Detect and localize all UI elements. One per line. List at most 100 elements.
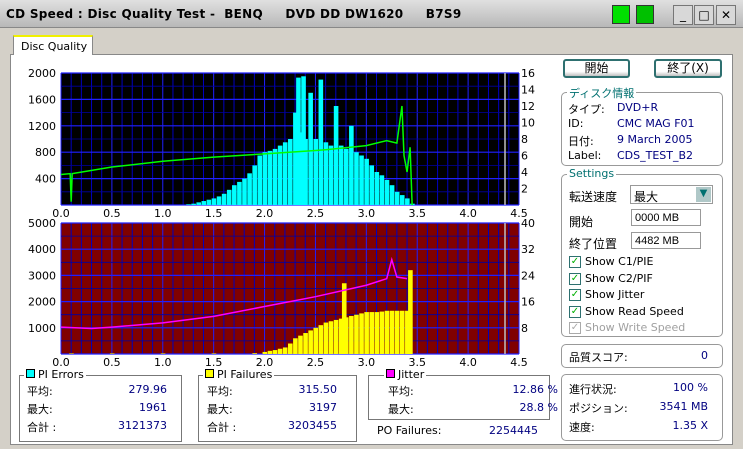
y2-tick-label: 4 <box>521 166 528 179</box>
title-bar: CD Speed : Disc Quality Test - BENQ DVD … <box>0 0 743 28</box>
bar <box>242 178 247 205</box>
bar <box>349 316 354 354</box>
y2-tick-label: 2 <box>521 183 528 196</box>
disc-info-value: CDS_TEST_B2 <box>617 149 694 162</box>
start-pos-input[interactable] <box>631 209 701 226</box>
x-tick-label: 1.0 <box>154 207 172 220</box>
checkbox[interactable]: ✓ <box>569 272 581 285</box>
bar <box>272 350 278 354</box>
bar <box>379 175 385 205</box>
bar <box>267 150 273 205</box>
bar <box>343 148 349 205</box>
bar <box>354 314 359 354</box>
pi_failures-max-label: 最大: <box>207 403 233 416</box>
copy-icon[interactable] <box>612 5 630 24</box>
chevron-down-icon[interactable]: ▼ <box>696 187 711 202</box>
y2-tick-label: 10 <box>521 117 535 130</box>
pi_failures-total-value: 3203455 <box>288 419 337 432</box>
exit-button[interactable]: 終了(X) <box>654 59 722 78</box>
pi_failures-max-value: 3197 <box>309 401 337 414</box>
close-button[interactable]: ✕ <box>716 5 736 25</box>
y-tick-label: 1000 <box>28 322 56 335</box>
bar <box>389 310 395 354</box>
progress-label: ポジション: <box>569 402 628 415</box>
checkbox[interactable]: ✓ <box>569 322 581 334</box>
y2-tick-label: 32 <box>521 243 535 256</box>
bar <box>328 321 334 354</box>
checkbox[interactable]: ✓ <box>569 256 581 268</box>
pi_errors-total-label: 合計 : <box>27 421 57 434</box>
bar <box>282 142 288 205</box>
series-line <box>60 105 413 206</box>
jitter-title-text: Jitter <box>398 368 425 381</box>
x-tick-label: 3.0 <box>358 207 376 220</box>
y-tick-label: 4000 <box>28 243 56 256</box>
bar <box>384 310 390 354</box>
jitter-avg-value: 12.86 % <box>512 383 558 396</box>
y2-tick-label: 40 <box>521 217 535 230</box>
speed-select[interactable]: 最大 ▼ <box>630 185 713 204</box>
progress-value: 3541 MB <box>659 400 708 413</box>
bar <box>288 343 293 354</box>
x-tick-label: 4.5 <box>510 207 528 220</box>
end-pos-input[interactable] <box>631 232 701 249</box>
bar <box>359 313 364 354</box>
start-button[interactable]: 開始 <box>563 59 630 78</box>
pi-failures-title: PI Failures <box>203 368 275 381</box>
y-tick-label: 2000 <box>28 296 56 309</box>
y-tick-label: 5000 <box>28 217 56 230</box>
bar <box>333 106 339 205</box>
bar <box>277 145 283 205</box>
start-pos-label: 開始 <box>569 215 594 229</box>
progress-label: 速度: <box>569 421 595 434</box>
bar <box>323 142 329 205</box>
pi_failures-total-label: 合計 : <box>207 421 237 434</box>
bar <box>298 132 303 205</box>
y2-tick-label: 16 <box>521 67 535 80</box>
window-title: CD Speed : Disc Quality Test - BENQ DVD … <box>6 7 462 21</box>
bar <box>338 318 344 354</box>
disc-info-value: 9 March 2005 <box>617 133 693 146</box>
bar <box>359 155 364 205</box>
bar <box>196 202 201 205</box>
bar <box>303 333 308 354</box>
minimize-button[interactable]: _ <box>673 5 693 25</box>
x-tick-label: 2.5 <box>307 207 325 220</box>
bar <box>109 353 115 354</box>
quality-score-group <box>561 344 723 368</box>
jitter-avg-label: 平均: <box>388 385 414 398</box>
save-icon[interactable] <box>636 5 654 24</box>
bar <box>252 353 257 354</box>
checkbox[interactable]: ✓ <box>569 289 581 301</box>
maximize-button[interactable]: □ <box>694 5 714 25</box>
bar <box>394 310 400 354</box>
pi-failures-group <box>198 375 357 442</box>
pi-errors-group <box>19 375 182 442</box>
bar <box>308 330 313 354</box>
bar <box>308 92 313 205</box>
bar <box>277 348 283 354</box>
bar <box>226 189 232 205</box>
x-tick-label: 3.5 <box>408 356 426 369</box>
tab-disc-quality[interactable]: Disc Quality <box>13 35 93 55</box>
bar <box>160 353 166 354</box>
pi-failures-title-text: PI Failures <box>217 368 273 381</box>
pi_errors-avg-label: 平均: <box>27 385 53 398</box>
disc-info-label: 日付: <box>568 135 594 148</box>
jitter-max-value: 28.8 % <box>519 401 558 414</box>
bar <box>318 79 324 205</box>
bar <box>232 185 237 205</box>
checkbox[interactable]: ✓ <box>569 305 581 318</box>
bar <box>211 353 217 354</box>
bar <box>293 338 298 354</box>
bar <box>328 145 334 205</box>
bar <box>303 139 308 205</box>
bar <box>338 145 344 205</box>
bar <box>262 351 268 354</box>
jitter-max-label: 最大: <box>388 403 414 416</box>
bar <box>405 198 410 205</box>
checkbox-label: Show C1/PIE <box>585 255 654 268</box>
y-tick-label: 1600 <box>28 93 56 106</box>
bar <box>221 193 227 205</box>
